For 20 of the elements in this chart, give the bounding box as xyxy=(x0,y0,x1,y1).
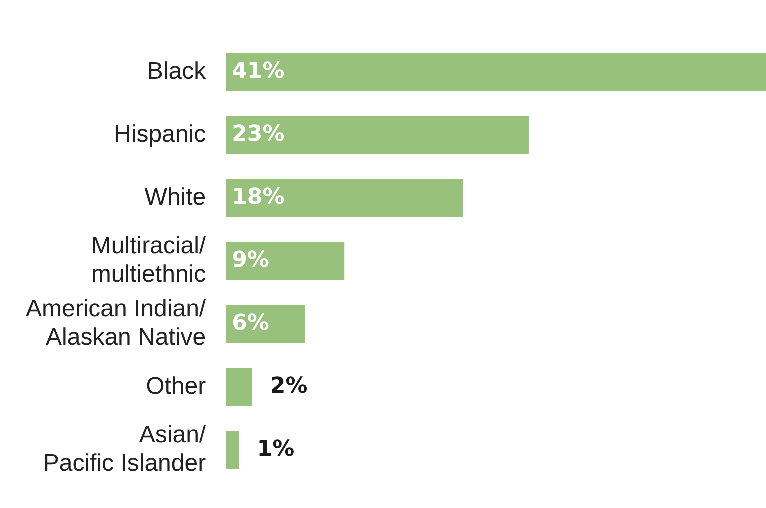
y-tick-label: Black xyxy=(147,58,208,85)
y-tick-label: White xyxy=(144,184,206,211)
data-label: 6% xyxy=(232,310,270,336)
data-label: 18% xyxy=(232,184,285,210)
y-tick-label: Other xyxy=(146,372,206,400)
bar xyxy=(226,179,464,218)
y-tick-label: Asian/ Pacific Islander xyxy=(43,421,206,478)
y-tick-label: Multiracial/ multiethnic xyxy=(91,232,206,288)
bar xyxy=(226,242,345,280)
data-label: 1% xyxy=(257,436,295,462)
data-label: 2% xyxy=(270,374,308,399)
data-label: 9% xyxy=(232,248,270,273)
bar xyxy=(226,431,240,470)
bar xyxy=(226,116,529,154)
y-tick-label: Hispanic xyxy=(114,120,206,148)
bar xyxy=(226,53,766,92)
data-label: 41% xyxy=(232,59,285,84)
bar xyxy=(226,368,252,406)
y-tick-label: American Indian/ Alaskan Native xyxy=(26,295,206,352)
data-label: 23% xyxy=(232,122,285,147)
